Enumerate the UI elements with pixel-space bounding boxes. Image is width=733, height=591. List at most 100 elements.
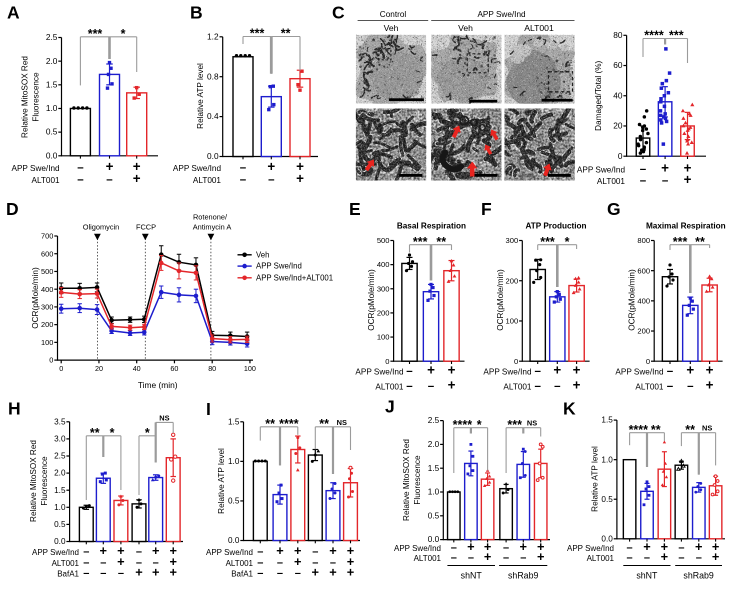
svg-text:BafA1: BafA1 <box>57 570 79 579</box>
svg-text:–: – <box>257 546 263 558</box>
svg-text:100: 100 <box>244 364 256 373</box>
svg-text:OCR(pMole/min): OCR(pMole/min) <box>367 269 376 331</box>
svg-text:Damaged/Total (%): Damaged/Total (%) <box>594 60 603 130</box>
svg-text:BafA1: BafA1 <box>231 570 253 579</box>
svg-text:2.0: 2.0 <box>46 56 58 66</box>
svg-text:–: – <box>136 546 142 558</box>
svg-text:NS: NS <box>527 419 537 428</box>
svg-text:+: + <box>117 554 124 569</box>
svg-text:–: – <box>277 557 283 569</box>
svg-text:–: – <box>678 542 684 554</box>
svg-text:shRab9: shRab9 <box>508 571 538 581</box>
svg-text:40: 40 <box>613 90 623 100</box>
svg-text:**: ** <box>695 235 705 249</box>
svg-text:Veh: Veh <box>458 23 473 33</box>
svg-text:APP Swe/Ind: APP Swe/Ind <box>173 164 222 173</box>
svg-text:shNT: shNT <box>461 571 483 581</box>
svg-text:APP Swe/Ind: APP Swe/Ind <box>615 368 664 377</box>
svg-text:200: 200 <box>637 327 650 336</box>
svg-text:500: 500 <box>377 236 390 245</box>
svg-text:0: 0 <box>385 357 389 366</box>
svg-text:700: 700 <box>41 232 53 241</box>
svg-text:400: 400 <box>377 260 390 269</box>
svg-text:1.5: 1.5 <box>428 464 440 473</box>
svg-text:****: **** <box>644 29 664 43</box>
svg-text:Antimycin A: Antimycin A <box>193 223 232 232</box>
svg-text:Relative ATP level: Relative ATP level <box>591 446 600 512</box>
svg-text:ALT001: ALT001 <box>524 23 554 33</box>
svg-text:1.0: 1.0 <box>228 457 240 466</box>
svg-text:+: + <box>712 549 719 564</box>
svg-text:300: 300 <box>377 284 390 293</box>
svg-text:APP Swe/Ind+ALT001: APP Swe/Ind+ALT001 <box>256 273 333 282</box>
svg-text:+: + <box>276 543 283 558</box>
svg-text:***: *** <box>673 235 688 249</box>
svg-text:ALT001: ALT001 <box>193 176 222 185</box>
svg-text:Fluorescence: Fluorescence <box>40 456 49 506</box>
svg-text:+: + <box>347 565 354 580</box>
svg-text:***: *** <box>413 235 428 249</box>
svg-text:2.0: 2.0 <box>54 469 66 478</box>
svg-text:+: + <box>520 539 527 554</box>
svg-text:0.4: 0.4 <box>207 111 219 121</box>
svg-text:–: – <box>662 175 669 187</box>
svg-text:–: – <box>83 557 89 569</box>
svg-text:**: ** <box>90 426 100 440</box>
svg-text:Oligomycin: Oligomycin <box>83 223 120 232</box>
svg-text:+: + <box>169 543 176 558</box>
svg-text:ALT001: ALT001 <box>414 554 442 563</box>
svg-text:0: 0 <box>49 356 53 365</box>
svg-text:1.0: 1.0 <box>601 455 613 464</box>
svg-text:+: + <box>661 539 668 554</box>
svg-text:NS: NS <box>159 413 169 422</box>
svg-text:–: – <box>687 381 694 393</box>
svg-text:–: – <box>667 381 674 393</box>
svg-text:1.0: 1.0 <box>46 103 58 113</box>
svg-text:1.5: 1.5 <box>228 417 240 426</box>
svg-text:0: 0 <box>514 357 518 366</box>
svg-text:shRab9: shRab9 <box>683 571 713 581</box>
svg-text:**: ** <box>265 417 275 431</box>
svg-text:**: ** <box>685 423 695 437</box>
svg-text:–: – <box>406 366 413 378</box>
svg-text:*: * <box>121 27 126 41</box>
svg-text:20: 20 <box>613 121 623 131</box>
svg-text:–: – <box>503 552 509 564</box>
svg-text:+: + <box>661 549 668 564</box>
svg-text:+: + <box>100 543 107 558</box>
svg-text:+: + <box>267 159 275 174</box>
svg-text:200: 200 <box>506 276 519 285</box>
svg-text:–: – <box>503 542 509 554</box>
svg-text:0.8: 0.8 <box>207 71 219 81</box>
svg-text:–: – <box>451 542 457 554</box>
svg-text:+: + <box>427 363 435 378</box>
svg-text:0.5: 0.5 <box>228 497 240 506</box>
svg-text:–: – <box>640 175 647 187</box>
svg-text:E: E <box>349 199 361 219</box>
svg-text:+: + <box>296 171 304 186</box>
svg-text:G: G <box>607 199 621 219</box>
svg-text:3.0: 3.0 <box>54 435 66 444</box>
svg-text:Time (min): Time (min) <box>138 380 178 390</box>
svg-text:B: B <box>190 3 203 23</box>
svg-text:+: + <box>537 549 544 564</box>
svg-text:Relative MitoSOX Red: Relative MitoSOX Red <box>21 56 30 138</box>
svg-text:2.5: 2.5 <box>428 416 440 425</box>
svg-text:0.5: 0.5 <box>54 520 66 529</box>
svg-text:APP Swe/Ind: APP Swe/Ind <box>32 548 79 557</box>
svg-text:–: – <box>77 174 84 186</box>
svg-text:–: – <box>312 546 318 558</box>
svg-text:–: – <box>257 557 263 569</box>
svg-text:**: ** <box>436 235 446 249</box>
svg-text:–: – <box>406 381 413 393</box>
svg-text:–: – <box>240 162 247 174</box>
svg-text:2.5: 2.5 <box>46 32 58 42</box>
svg-text:–: – <box>277 568 283 580</box>
svg-text:1.2: 1.2 <box>207 31 219 41</box>
svg-text:APP Swe/Ind: APP Swe/Ind <box>394 544 441 553</box>
svg-text:–: – <box>534 381 541 393</box>
svg-text:***: *** <box>250 27 265 41</box>
svg-text:2.5: 2.5 <box>54 452 66 461</box>
svg-text:Veh: Veh <box>384 23 399 33</box>
svg-text:1.5: 1.5 <box>601 416 613 425</box>
